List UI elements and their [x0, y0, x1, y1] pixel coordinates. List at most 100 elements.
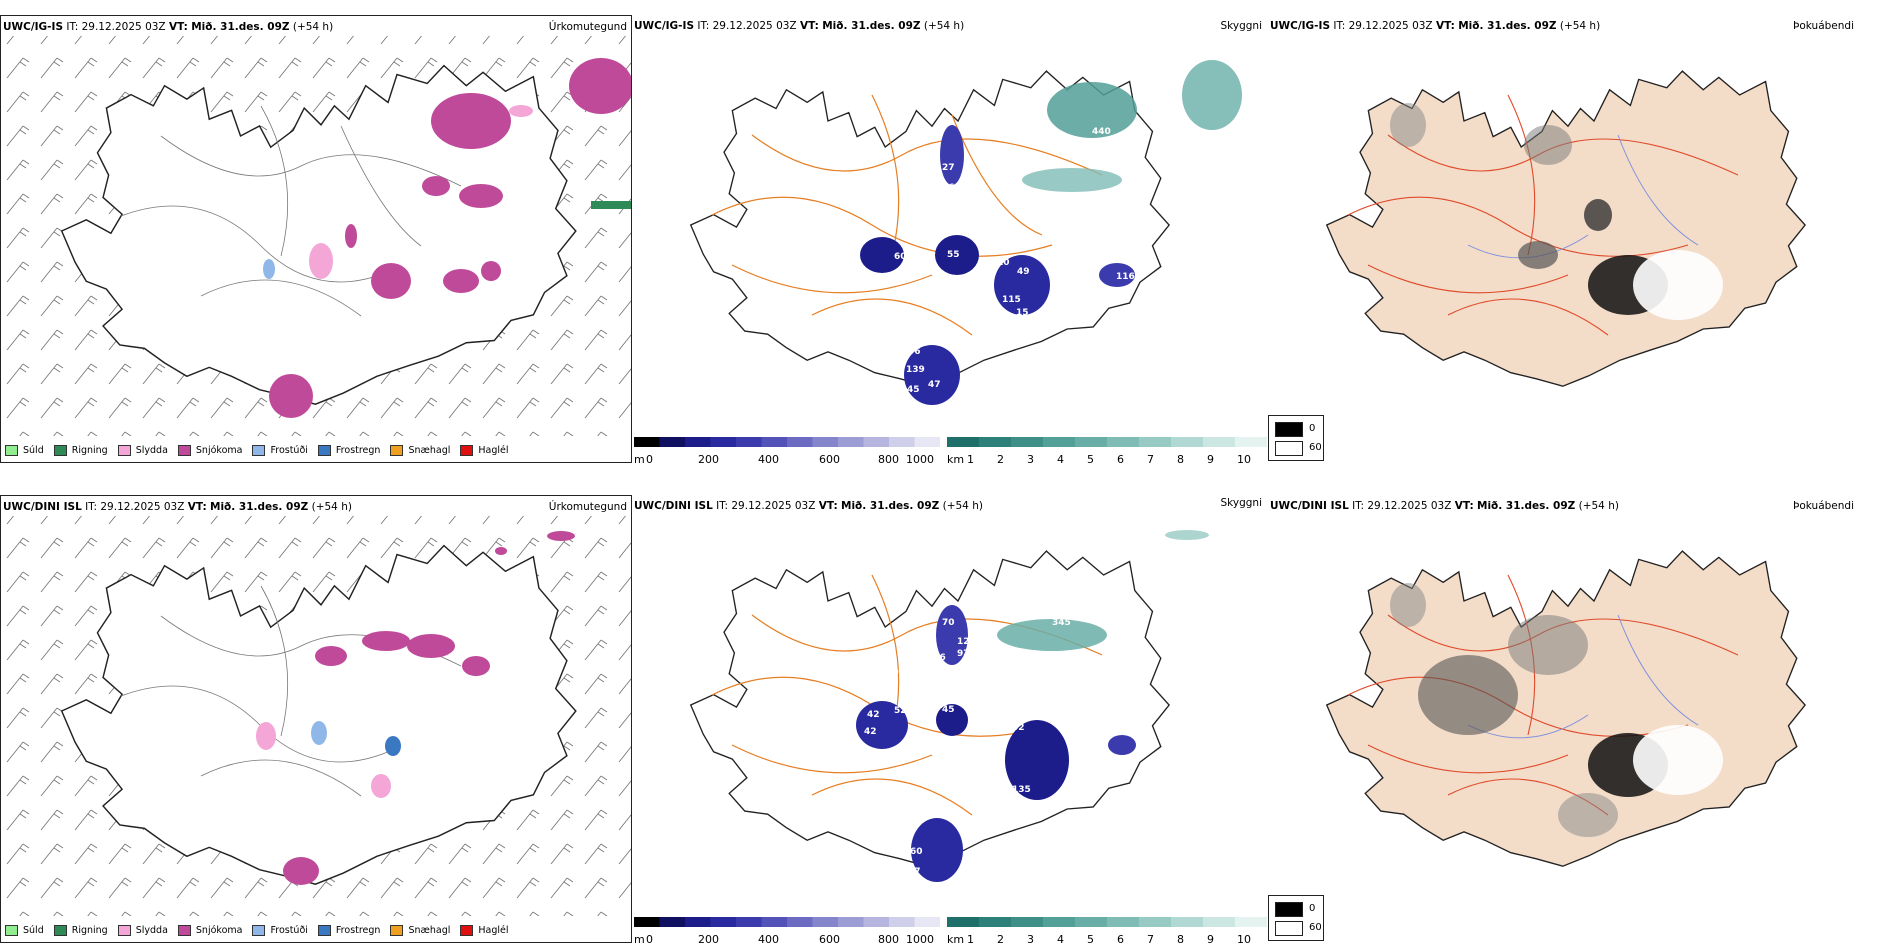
legend-item-rain: Rigning: [53, 445, 108, 456]
colorbar-segment: [812, 437, 839, 447]
colorbar-segment: [1139, 917, 1172, 927]
colorbar-segment: [1139, 437, 1172, 447]
visibility-colorbar: km 1 2 3 4 5 6 7 8 9 10: [946, 916, 1268, 945]
colorbar-segment: [1171, 917, 1204, 927]
colorbar-segment: [634, 917, 660, 927]
colorbar-segment: [685, 917, 711, 927]
visibility-map: [690, 530, 1209, 882]
colorbar-segment: [863, 917, 890, 927]
legend-item-drizzle: Súld: [5, 925, 44, 936]
legend-swatch: [252, 925, 266, 936]
colorbar-segment: [1043, 917, 1076, 927]
fog-key-light: [1275, 921, 1303, 936]
colorbar-segment: [736, 917, 762, 927]
legend-swatch: [53, 445, 67, 456]
colorbar-segment: [1075, 917, 1108, 927]
ceiling-colorbar: m 0 200 400 600 800 1000: [633, 436, 941, 465]
legend-item-freezing-drizzle: Frostúði: [252, 925, 308, 936]
visibility-colorbar-strip: [946, 916, 1268, 928]
fog-key-dark: [1275, 902, 1303, 917]
legend-item-freezing-rain: Frostregn: [317, 445, 380, 456]
colorbar-segment: [838, 437, 864, 447]
legend-swatch: [5, 925, 18, 936]
ceiling-colorbar-strip: [633, 436, 941, 448]
colorbar-segment: [914, 437, 941, 447]
legend-swatch: [252, 445, 266, 456]
fog-shading: [1390, 103, 1723, 320]
legend-swatch: [117, 925, 131, 936]
legend-swatch: [317, 445, 331, 456]
snow-areas: [256, 531, 575, 885]
precip-type-panel-row2: UWC/DINI ISL IT: 29.12.2025 03Z VT: Mið.…: [0, 495, 632, 943]
panel-header: UWC/DINI ISL IT: 29.12.2025 03Z VT: Mið.…: [3, 501, 352, 513]
colorbar-segment: [761, 437, 788, 447]
colorbar-segment: [914, 917, 941, 927]
precip-map: [1, 516, 631, 916]
panel-header: UWC/DINI ISL IT: 29.12.2025 03Z VT: Mið.…: [1270, 500, 1619, 512]
legend-swatch: [460, 445, 474, 456]
colorbar-segment: [659, 917, 686, 927]
colorbar-segment: [1235, 917, 1268, 927]
fog-panel-row2: UWC/DINI ISL IT: 29.12.2025 03Z VT: Mið.…: [1268, 495, 1900, 945]
panel-title: Þokuábendi: [1793, 500, 1854, 512]
legend-swatch: [317, 925, 331, 936]
visibility-unit: km: [947, 933, 965, 945]
colorbar-segment: [1203, 917, 1236, 927]
colorbar-segment: [736, 437, 762, 447]
colorbar-segment: [710, 917, 737, 927]
colorbar-segment: [659, 437, 686, 447]
colorbar-segment: [1203, 437, 1236, 447]
legend-swatch: [390, 925, 404, 936]
panel-header: UWC/IG-IS IT: 29.12.2025 03Z VT: Mið. 31…: [3, 21, 334, 33]
visibility-map: [690, 60, 1242, 405]
fog-key: 0 60: [1268, 895, 1324, 941]
fog-key-light: [1275, 441, 1303, 456]
snow-areas: [263, 58, 631, 418]
precip-legend: Súld Rigning Slydda Snjókoma Frostúði Fr…: [5, 925, 509, 936]
panel-title: Þokuábendi: [1793, 20, 1854, 32]
colorbar-segment: [787, 917, 813, 927]
colorbar-segment: [947, 917, 980, 927]
colorbar-segment: [1011, 437, 1044, 447]
colorbar-segment: [863, 437, 890, 447]
visibility-panel-row1: UWC/IG-IS IT: 29.12.2025 03Z VT: Mið. 31…: [632, 15, 1272, 465]
panel-title: Skyggni: [1220, 497, 1263, 509]
ceiling-unit: m: [634, 453, 645, 465]
colorbar-segment: [1235, 437, 1268, 447]
colorbar-segment: [838, 917, 864, 927]
panel-header: UWC/IG-IS IT: 29.12.2025 03Z VT: Mið. 31…: [1270, 20, 1601, 32]
colorbar-segment: [1171, 437, 1204, 447]
panel-header: UWC/IG-IS IT: 29.12.2025 03Z VT: Mið. 31…: [634, 20, 965, 32]
colorbar-segment: [1011, 917, 1044, 927]
legend-item-sleet: Slydda: [117, 925, 168, 936]
legend-swatch: [5, 445, 18, 456]
colorbar-segment: [979, 917, 1012, 927]
panel-header: UWC/DINI ISL IT: 29.12.2025 03Z VT: Mið.…: [634, 500, 983, 512]
legend-item-hail: Haglél: [460, 445, 509, 456]
fog-map: [1326, 550, 1806, 867]
legend-item-sleet: Slydda: [117, 445, 168, 456]
precip-legend: Súld Rigning Slydda Snjókoma Frostúði Fr…: [5, 445, 509, 456]
legend-swatch: [53, 925, 67, 936]
legend-swatch: [390, 445, 404, 456]
ceiling-colorbar: m 0 200 400 600 800 1000: [633, 916, 941, 945]
legend-item-rain: Rigning: [53, 925, 108, 936]
colorbar-segment: [1043, 437, 1076, 447]
colorbar-segment: [889, 437, 915, 447]
precip-map: [1, 36, 631, 436]
colorbar-segment: [710, 437, 737, 447]
colorbar-segment: [787, 437, 813, 447]
visibility-panel-row2: UWC/DINI ISL IT: 29.12.2025 03Z VT: Mið.…: [632, 495, 1272, 945]
visibility-colorbar-strip: [946, 436, 1268, 448]
fog-map: [1326, 70, 1806, 387]
legend-item-drizzle: Súld: [5, 445, 44, 456]
colorbar-segment: [685, 437, 711, 447]
legend-item-snow-grains: Snæhagl: [390, 445, 450, 456]
colorbar-segment: [1107, 437, 1140, 447]
fog-key: 0 60: [1268, 415, 1324, 461]
colorbar-segment: [1107, 917, 1140, 927]
ceiling-unit: m: [634, 933, 645, 945]
low-vis-areas: [860, 60, 1242, 405]
fog-shading: [1390, 583, 1723, 837]
panel-title: Úrkomutegund: [548, 501, 627, 513]
